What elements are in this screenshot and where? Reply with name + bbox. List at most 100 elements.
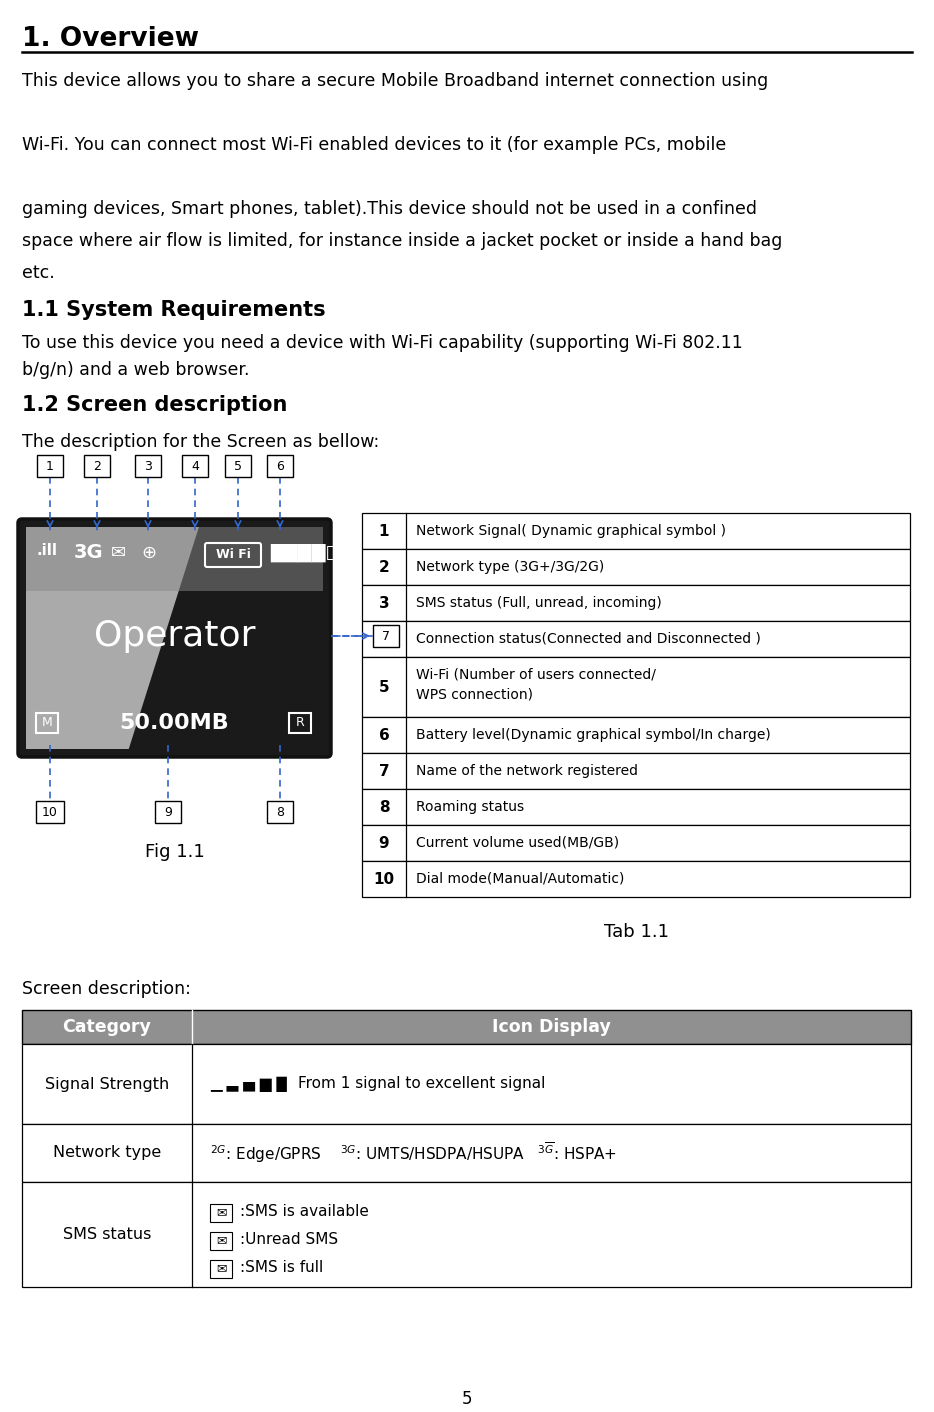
- Text: 7: 7: [382, 630, 390, 642]
- Text: ████□: ████□: [270, 544, 343, 562]
- Polygon shape: [26, 527, 199, 748]
- Text: $^{2G}$: Edge/GPRS    $^{3G}$: UMTS/HSDPA/HSUPA   $^{3\overline{G}}$: HSPA+: $^{2G}$: Edge/GPRS $^{3G}$: UMTS/HSDPA/H…: [210, 1141, 617, 1165]
- Bar: [22, 1010, 911, 1043]
- Text: This device allows you to share a secure Mobile Broadband internet connection us: This device allows you to share a secure…: [22, 72, 769, 90]
- Text: Connection status(Connected and Disconnected ): Connection status(Connected and Disconne…: [416, 633, 761, 647]
- Text: SMS status: SMS status: [63, 1227, 151, 1243]
- Text: 3G: 3G: [74, 544, 104, 562]
- Bar: [362, 861, 910, 897]
- Bar: [362, 621, 910, 657]
- Text: 9: 9: [378, 836, 389, 850]
- Text: 8: 8: [378, 799, 389, 815]
- Bar: [362, 657, 910, 717]
- FancyBboxPatch shape: [18, 520, 331, 757]
- Text: 4: 4: [378, 631, 389, 647]
- Text: :SMS is full: :SMS is full: [240, 1261, 323, 1275]
- Bar: [210, 1260, 232, 1278]
- Text: etc.: etc.: [22, 264, 55, 282]
- Bar: [182, 455, 208, 477]
- Text: Network type (3G+/3G/2G): Network type (3G+/3G/2G): [416, 561, 604, 575]
- Text: 6: 6: [378, 727, 389, 743]
- Text: Wi-Fi (Number of users connected/: Wi-Fi (Number of users connected/: [416, 666, 656, 681]
- Text: Dial mode(Manual/Automatic): Dial mode(Manual/Automatic): [416, 873, 624, 885]
- Text: Tab 1.1: Tab 1.1: [603, 923, 669, 940]
- Text: Current volume used(MB/GB): Current volume used(MB/GB): [416, 836, 619, 850]
- Bar: [22, 1043, 911, 1124]
- Text: 3: 3: [378, 596, 389, 610]
- Text: 2: 2: [378, 559, 389, 575]
- Text: :Unread SMS: :Unread SMS: [240, 1233, 338, 1247]
- Bar: [22, 1124, 911, 1182]
- Text: ✉: ✉: [216, 1262, 226, 1275]
- Text: 5: 5: [461, 1389, 473, 1408]
- Text: 1: 1: [379, 524, 389, 538]
- Bar: [37, 455, 63, 477]
- Text: ⊕: ⊕: [141, 544, 156, 562]
- Bar: [267, 455, 293, 477]
- Bar: [36, 801, 64, 823]
- Text: ✉: ✉: [111, 544, 126, 562]
- Bar: [26, 527, 323, 592]
- Text: Wi Fi: Wi Fi: [216, 548, 250, 562]
- Bar: [225, 455, 251, 477]
- Bar: [362, 549, 910, 585]
- Text: 1. Overview: 1. Overview: [22, 25, 199, 52]
- Text: Signal Strength: Signal Strength: [45, 1076, 169, 1091]
- Text: Wi-Fi. You can connect most Wi-Fi enabled devices to it (for example PCs, mobile: Wi-Fi. You can connect most Wi-Fi enable…: [22, 136, 727, 154]
- Text: 50.00MB: 50.00MB: [120, 713, 230, 733]
- Text: space where air flow is limited, for instance inside a jacket pocket or inside a: space where air flow is limited, for ins…: [22, 232, 783, 250]
- Bar: [362, 825, 910, 861]
- Text: gaming devices, Smart phones, tablet).This device should not be used in a confin: gaming devices, Smart phones, tablet).Th…: [22, 201, 757, 217]
- Text: The description for the Screen as bellow:: The description for the Screen as bellow…: [22, 433, 379, 450]
- Text: 7: 7: [378, 764, 389, 778]
- Text: ✉: ✉: [216, 1234, 226, 1247]
- Bar: [289, 713, 311, 733]
- Bar: [36, 713, 58, 733]
- Text: b/g/n) and a web browser.: b/g/n) and a web browser.: [22, 361, 249, 378]
- Text: Fig 1.1: Fig 1.1: [145, 843, 205, 861]
- Text: 1: 1: [46, 459, 54, 473]
- Bar: [373, 626, 399, 647]
- Text: M: M: [42, 716, 52, 730]
- Text: .ill: .ill: [36, 544, 57, 558]
- Bar: [362, 717, 910, 753]
- Text: 10: 10: [42, 805, 58, 819]
- Text: Battery level(Dynamic graphical symbol/In charge): Battery level(Dynamic graphical symbol/I…: [416, 729, 771, 741]
- Bar: [362, 753, 910, 789]
- Text: To use this device you need a device with Wi-Fi capability (supporting Wi-Fi 802: To use this device you need a device wit…: [22, 335, 743, 352]
- Text: 9: 9: [164, 805, 172, 819]
- Text: Name of the network registered: Name of the network registered: [416, 764, 638, 778]
- Bar: [210, 1204, 232, 1221]
- Text: :SMS is available: :SMS is available: [240, 1204, 369, 1220]
- Text: Roaming status: Roaming status: [416, 801, 524, 813]
- Text: 1.1 System Requirements: 1.1 System Requirements: [22, 299, 326, 321]
- Text: 2: 2: [93, 459, 101, 473]
- Text: Operator: Operator: [93, 618, 255, 652]
- Text: Icon Display: Icon Display: [492, 1018, 611, 1036]
- Bar: [84, 455, 110, 477]
- Text: 10: 10: [374, 871, 394, 887]
- Text: 8: 8: [276, 805, 284, 819]
- Bar: [155, 801, 181, 823]
- Text: 4: 4: [191, 459, 199, 473]
- Text: Network Signal( Dynamic graphical symbol ): Network Signal( Dynamic graphical symbol…: [416, 524, 726, 538]
- Text: 6: 6: [276, 459, 284, 473]
- Bar: [362, 585, 910, 621]
- Bar: [267, 801, 293, 823]
- Text: Category: Category: [63, 1018, 151, 1036]
- Text: 5: 5: [378, 679, 389, 695]
- Text: Screen description:: Screen description:: [22, 980, 191, 998]
- Text: ▁ ▃ ▅ ▇ ▉  From 1 signal to excellent signal: ▁ ▃ ▅ ▇ ▉ From 1 signal to excellent sig…: [210, 1076, 545, 1091]
- Text: ✉: ✉: [216, 1206, 226, 1220]
- Text: SMS status (Full, unread, incoming): SMS status (Full, unread, incoming): [416, 596, 662, 610]
- Text: 3: 3: [144, 459, 152, 473]
- Bar: [135, 455, 161, 477]
- Bar: [210, 1233, 232, 1250]
- Text: R: R: [296, 716, 304, 730]
- Bar: [362, 789, 910, 825]
- Text: 1.2 Screen description: 1.2 Screen description: [22, 395, 288, 415]
- Bar: [362, 513, 910, 549]
- Bar: [22, 1182, 911, 1286]
- Text: Network type: Network type: [53, 1145, 162, 1161]
- Text: WPS connection): WPS connection): [416, 688, 533, 700]
